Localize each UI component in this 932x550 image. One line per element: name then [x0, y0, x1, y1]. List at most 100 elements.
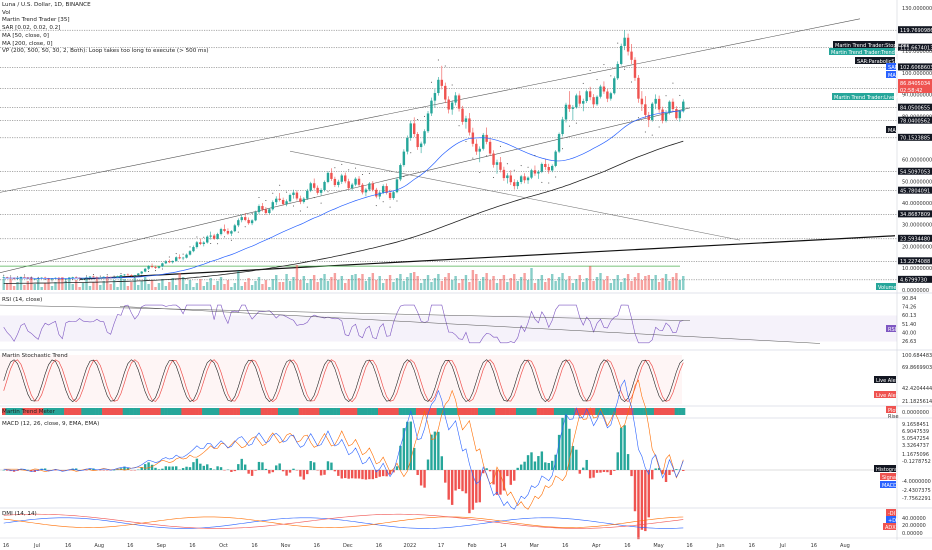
candle-body — [606, 91, 609, 99]
macd-legend[interactable]: MACD (12, 26, close, 9, EMA, EMA) — [2, 421, 100, 427]
candle-body — [333, 178, 337, 186]
candle — [419, 141, 423, 154]
tag-rsi: RSI — [888, 327, 896, 333]
candle — [633, 57, 637, 81]
candle-body — [230, 231, 233, 234]
macd-histogram-bar — [582, 467, 585, 470]
volume-bar — [195, 283, 199, 290]
macd-histogram-bar — [602, 470, 606, 472]
candle-body — [133, 275, 137, 276]
sar-dot — [292, 205, 294, 207]
candle — [230, 230, 233, 236]
time-label-1: Jul — [33, 543, 40, 549]
meter-cell — [112, 408, 117, 415]
candle-body — [630, 51, 633, 60]
macd-histogram-bar — [461, 470, 464, 492]
level-tag-6-bg — [898, 133, 932, 141]
meter-cell — [395, 408, 399, 415]
dmi-legend[interactable]: DMI (14, 14) — [2, 511, 37, 517]
candle — [371, 181, 375, 192]
candle-body — [23, 276, 26, 278]
candle-body — [344, 175, 347, 182]
meter-cell — [70, 408, 75, 415]
candle-body — [657, 98, 661, 110]
tag-plus-di: +DI — [888, 518, 898, 524]
tag-signal-bg — [880, 473, 896, 480]
macd-histogram-bar — [499, 470, 502, 495]
meter-cell — [36, 408, 41, 415]
macd-histogram-bar — [333, 470, 337, 472]
candle — [678, 109, 682, 122]
legend-ma200[interactable]: MA [200, close, 0] — [2, 40, 53, 47]
meter-cell — [619, 408, 624, 415]
macd-histogram-bar — [326, 461, 330, 470]
candle — [364, 187, 368, 197]
macd-histogram-bar — [450, 470, 454, 505]
sar-dot — [575, 122, 577, 124]
meter-cell — [267, 408, 272, 415]
candle — [237, 218, 240, 228]
sar-dot — [203, 236, 205, 238]
candle — [319, 188, 323, 196]
legend-ma50[interactable]: MA [50, close, 0] — [2, 32, 49, 39]
candle — [333, 176, 337, 187]
sar-dot — [251, 213, 253, 215]
candle — [347, 178, 350, 190]
sar-dot — [196, 236, 198, 238]
meter-cell — [284, 408, 289, 415]
volume-bar — [43, 283, 47, 290]
legend-mtt[interactable]: Martin Trend Trader [35] — [2, 17, 70, 24]
macd-histogram-bar — [206, 464, 209, 470]
macd-histogram-bar — [275, 465, 278, 470]
macd-histogram-bar — [526, 455, 530, 470]
sar-dot — [451, 84, 453, 86]
meter-cell — [560, 408, 565, 415]
symbol-title[interactable]: Luna / U.S. Dollar, 1D, BINANCE — [2, 2, 91, 8]
legend-vol[interactable]: Vol — [2, 9, 11, 16]
stoch-legend[interactable]: Martin Stochastic Trend — [2, 353, 68, 359]
legend-vp[interactable]: VP (200, 500, 50, 30, 2, Both): Loop tak… — [2, 48, 209, 55]
candle — [575, 93, 578, 109]
time-label-15: Feb — [468, 543, 477, 549]
volume-bar — [361, 274, 364, 290]
meter-cell — [219, 408, 224, 415]
time-label-0: 16 — [3, 543, 9, 549]
meter-cell — [8, 408, 13, 415]
meter-cell — [578, 408, 582, 415]
countdown-tag-bg — [898, 86, 932, 93]
macd-histogram-bar — [533, 461, 537, 470]
sar-dot — [389, 206, 391, 208]
candle — [564, 102, 568, 123]
macd-histogram-bar — [30, 470, 33, 472]
candle — [257, 204, 261, 215]
candle — [554, 150, 557, 168]
candle-body — [347, 181, 350, 189]
meter-legend[interactable]: Martin Trend Meter — [2, 409, 55, 415]
candle-body — [361, 184, 364, 193]
candle-body — [647, 114, 650, 120]
candle-body — [116, 276, 119, 278]
meter-cell — [440, 408, 444, 415]
meter-cell — [50, 408, 55, 415]
meter-cell — [446, 408, 451, 415]
tag-signal: Signal — [882, 475, 897, 481]
rsi-legend[interactable]: RSI (14, close) — [2, 297, 43, 303]
candle-body — [237, 220, 240, 226]
meter-cell — [91, 408, 96, 415]
macd-histogram-bar — [216, 466, 219, 470]
volume-bar — [381, 283, 385, 290]
macd-histogram-bar — [371, 470, 375, 480]
meter-cell — [633, 408, 638, 415]
volume-bar — [288, 281, 292, 290]
meter-cell — [467, 408, 472, 415]
candle-body — [488, 141, 492, 154]
legend-sar[interactable]: SAR [0.02, 0.02, 0.2] — [2, 25, 61, 32]
macd-histogram-bar — [423, 470, 426, 488]
meter-cell — [398, 408, 403, 415]
macd-histogram-bar — [523, 461, 526, 470]
meter-cell — [605, 408, 610, 415]
candle-body — [164, 261, 168, 264]
candle-body — [33, 279, 36, 280]
volume-bar — [588, 266, 592, 290]
volume-bar — [557, 277, 561, 290]
